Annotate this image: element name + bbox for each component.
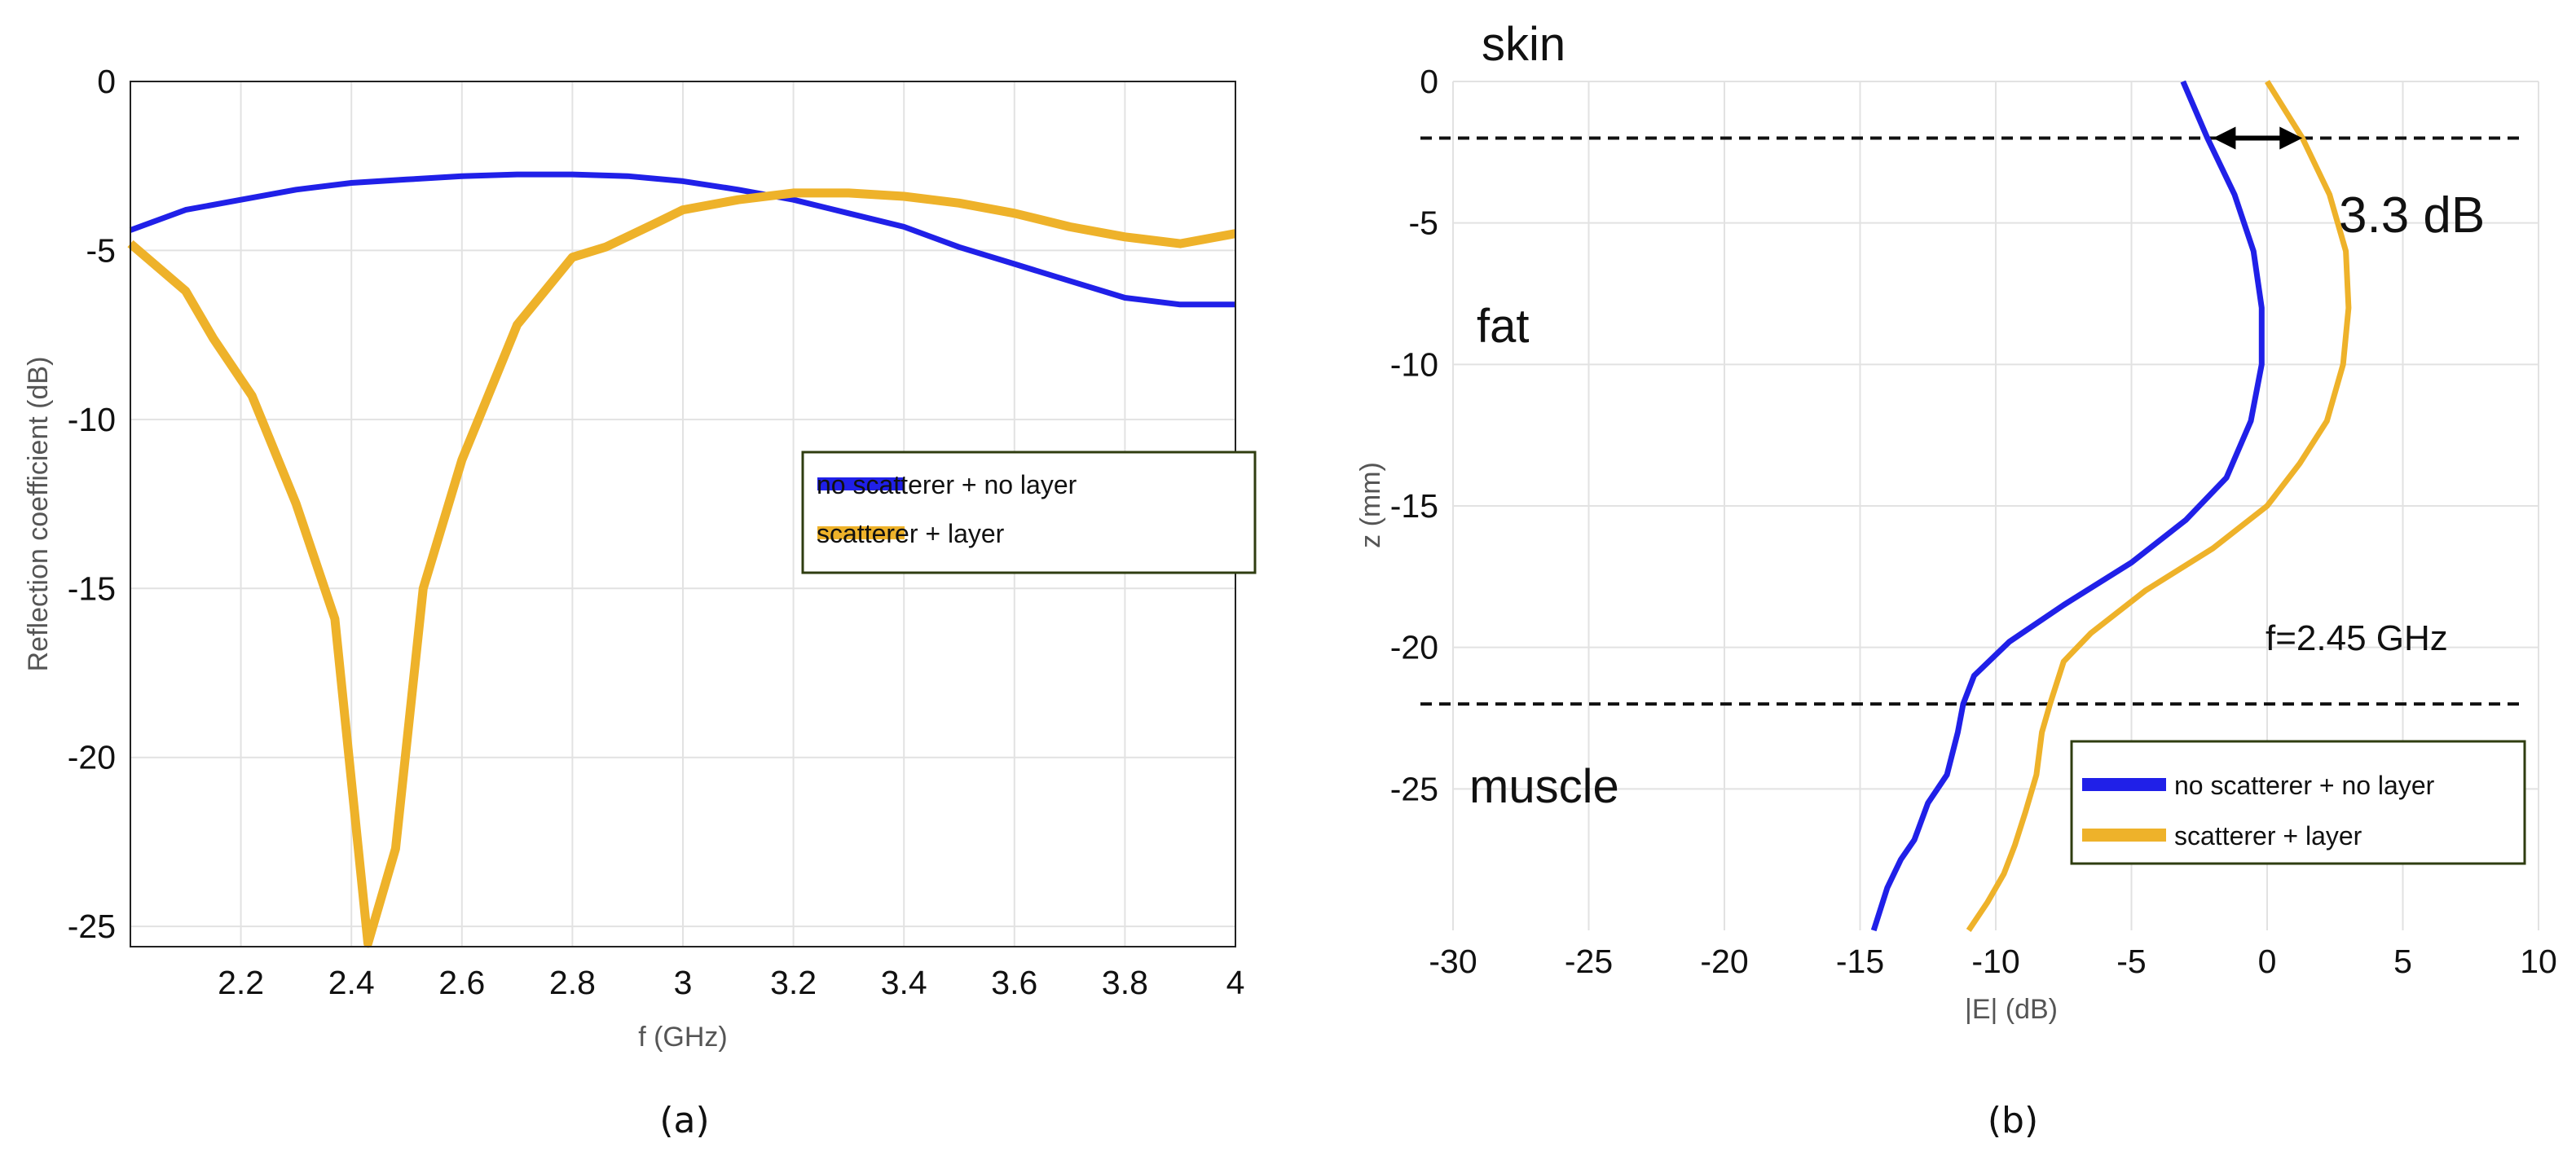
x-tick-label: 3.8 — [1102, 964, 1148, 1001]
x-tick-label: 3.4 — [881, 964, 927, 1001]
x-tick-label: -30 — [1429, 943, 1477, 980]
y-tick-label: -10 — [1390, 345, 1438, 383]
x-tick-label: -25 — [1565, 943, 1613, 980]
delta-annotation: 3.3 dB — [2339, 187, 2485, 244]
y-tick-label: -5 — [86, 231, 116, 269]
x-tick-label: -20 — [1700, 943, 1748, 980]
caption-a: (a) — [659, 1100, 709, 1141]
y-tick-label: -20 — [1390, 629, 1438, 666]
series-line-no-scatterer — [129, 171, 1235, 308]
arrow-head-left — [2213, 126, 2236, 150]
x-tick-label: 10 — [2520, 943, 2557, 980]
x-tick-label: 3.2 — [770, 964, 817, 1001]
grid-b — [1452, 81, 2539, 930]
arrow-head-right — [2279, 126, 2303, 150]
y-tick-label: -25 — [68, 908, 116, 945]
x-tick-label: 0 — [2258, 943, 2277, 980]
x-tick-label: -15 — [1836, 943, 1884, 980]
legend-label-blue-b: no scatterer + no layer — [2174, 771, 2435, 800]
y-tick-label: 0 — [97, 63, 116, 100]
x-tick-label: 2.2 — [218, 964, 264, 1001]
x-tick-label: 2.6 — [438, 964, 485, 1001]
y-tick-label: -25 — [1390, 770, 1438, 807]
y-tick-label: -20 — [68, 739, 116, 776]
series-line-no-scatterer — [1870, 80, 2265, 932]
legend-label-blue-a: no scatterer + no layer — [817, 470, 1077, 499]
layer-boundaries — [1420, 136, 2522, 706]
x-tick-label: 2.8 — [549, 964, 596, 1001]
x-tick-labels-a: 2.2 2.4 2.6 2.8 3 3.2 3.4 3.6 3.8 4 — [218, 964, 1244, 1001]
x-axis-label-a: f (GHz) — [638, 1022, 728, 1053]
x-tick-label: 5 — [2393, 943, 2412, 980]
legend-box-b — [2070, 740, 2526, 865]
x-tick-label: 2.4 — [328, 964, 375, 1001]
panel-b: -30 -25 -20 -15 -10 -5 0 5 10 0 -5 -10 -15 -20 -25 |E… — [1355, 18, 2557, 1141]
region-label-muscle: muscle — [1469, 760, 1619, 813]
delta-arrow — [2213, 126, 2303, 150]
x-axis-label-b: |E| (dB) — [1965, 994, 2058, 1025]
caption-b: (b) — [1988, 1100, 2038, 1141]
y-tick-label: 0 — [1420, 63, 1438, 100]
y-tick-label: -15 — [68, 569, 116, 607]
series-lines-b — [1870, 80, 2352, 932]
y-tick-labels-b: 0 -5 -10 -15 -20 -25 — [1390, 63, 1438, 807]
y-tick-label: -5 — [1409, 204, 1438, 242]
x-tick-label: -10 — [1971, 943, 2019, 980]
legend-label-orange-b: scatterer + layer — [2174, 821, 2362, 851]
region-label-skin: skin — [1482, 18, 1565, 71]
x-tick-labels-b: -30 -25 -20 -15 -10 -5 0 5 10 — [1429, 943, 2556, 980]
x-tick-label: -5 — [2116, 943, 2146, 980]
series-line-scatterer — [1966, 80, 2352, 932]
x-tick-label: 3 — [674, 964, 693, 1001]
x-tick-label: 3.6 — [991, 964, 1037, 1001]
y-axis-label-b: z (mm) — [1355, 462, 1386, 548]
frequency-annotation: f=2.45 GHz — [2266, 618, 2448, 658]
legend-a: no scatterer + no layer scatterer + laye… — [801, 451, 1257, 574]
series-lines-a — [127, 171, 1236, 948]
legend-b: no scatterer + no layer scatterer + laye… — [2070, 740, 2526, 865]
legend-box-a — [801, 451, 1257, 574]
panel-a: 2.2 2.4 2.6 2.8 3 3.2 3.4 3.6 3.8 4 0 -5 -10 -15 -20 -… — [23, 63, 1257, 1141]
legend-label-orange-a: scatterer + layer — [817, 519, 1005, 548]
y-tick-label: -15 — [1390, 487, 1438, 525]
x-tick-label: 4 — [1226, 964, 1245, 1001]
region-label-fat: fat — [1477, 300, 1530, 353]
y-tick-label: -10 — [68, 401, 116, 438]
y-axis-label-a: Reflection coefficient (dB) — [23, 357, 54, 672]
y-tick-labels-a: 0 -5 -10 -15 -20 -25 — [68, 63, 116, 945]
series-line-scatterer — [127, 188, 1236, 948]
